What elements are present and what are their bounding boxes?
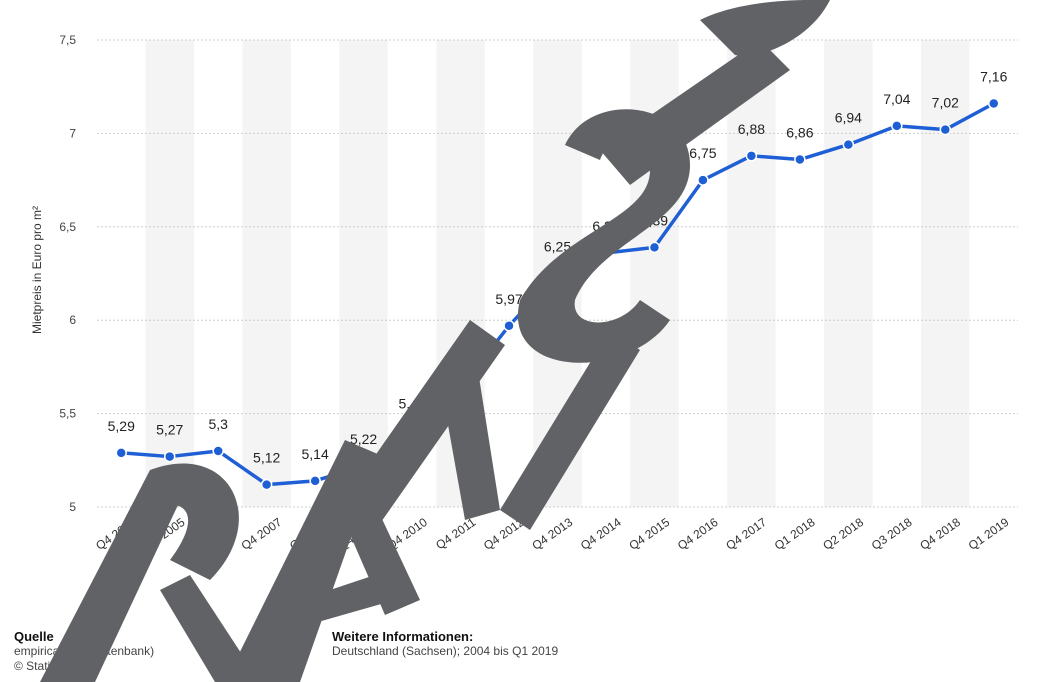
- info-block: Weitere Informationen: Deutschland (Sach…: [332, 629, 558, 659]
- column-band: [824, 40, 873, 507]
- source-block: Quelle empirica (Preisdatenbank) © Stati…: [14, 629, 154, 674]
- data-label: 6,39: [641, 212, 668, 228]
- x-tick-label: Q4 2018: [917, 515, 963, 553]
- x-tick-label: Q4 2004: [93, 515, 139, 553]
- column-band: [921, 40, 970, 507]
- data-point[interactable]: [842, 138, 855, 151]
- data-point[interactable]: [163, 450, 176, 463]
- data-label: 6,88: [738, 121, 765, 137]
- column-band: [436, 40, 485, 507]
- data-label: 5,14: [302, 446, 329, 462]
- source-text: empirica (Preisdatenbank): [14, 644, 155, 658]
- data-label: 5,64: [447, 352, 474, 368]
- x-tick-label: Q1 2019: [966, 515, 1012, 553]
- x-tick-label: Q4 2017: [723, 515, 769, 553]
- x-tick-label: Q3 2018: [869, 515, 915, 553]
- data-label: 5,27: [156, 422, 183, 438]
- y-tick-label: 6: [69, 313, 76, 327]
- data-label: 5,97: [495, 291, 522, 307]
- data-label: 5,29: [108, 418, 135, 434]
- x-tick-label: Q4 2015: [626, 515, 672, 553]
- column-band: [242, 40, 291, 507]
- source-heading: Quelle: [14, 629, 54, 644]
- copyright-text: © Statista 2022: [14, 659, 97, 673]
- y-tick-label: 7,5: [59, 33, 76, 47]
- data-label: 6,75: [689, 145, 716, 161]
- info-text: Deutschland (Sachsen); 2004 bis Q1 2019: [332, 644, 559, 658]
- data-label: 7,02: [932, 95, 959, 111]
- data-point[interactable]: [648, 241, 661, 254]
- data-point[interactable]: [891, 120, 903, 132]
- data-point[interactable]: [454, 381, 467, 394]
- x-tick-label: Q4 2005: [142, 515, 188, 553]
- x-tick-label: Q4 2009: [336, 515, 382, 553]
- y-axis-label: Mietpreis in Euro pro m²: [30, 206, 44, 334]
- data-point[interactable]: [551, 267, 564, 280]
- data-point[interactable]: [115, 447, 127, 459]
- data-label: 6,36: [592, 218, 619, 234]
- x-tick-label: Q4 2006: [190, 515, 236, 553]
- column-band: [145, 40, 194, 507]
- data-point[interactable]: [988, 97, 1000, 110]
- data-label: 5,12: [253, 450, 280, 466]
- data-label: 6,94: [835, 110, 862, 126]
- data-point[interactable]: [212, 445, 224, 457]
- y-tick-label: 7: [69, 126, 76, 140]
- data-point[interactable]: [600, 247, 612, 259]
- data-point[interactable]: [357, 460, 370, 472]
- x-tick-label: Q4 2008: [287, 515, 333, 553]
- y-tick-label: 5: [69, 500, 76, 514]
- column-band: [727, 40, 776, 507]
- data-point[interactable]: [260, 478, 273, 491]
- x-tick-label: Q4 2012: [481, 515, 527, 553]
- x-axis-ticks: Q4 2004 Q4 2005 Q4 2006 Q4 2007 Q4 2008 Q4 20…: [93, 515, 1012, 553]
- data-point[interactable]: [406, 424, 418, 437]
- column-band: [630, 40, 679, 507]
- data-point[interactable]: [309, 475, 321, 487]
- x-tick-label: Q4 2014: [578, 515, 624, 553]
- data-label: 6,25: [544, 239, 571, 255]
- data-point[interactable]: [503, 320, 515, 332]
- y-axis-ticks: 5 5,5 6 6,5 7 7,5: [59, 33, 76, 514]
- x-tick-label: Q4 2011: [433, 515, 478, 553]
- data-label: 5,3: [208, 416, 228, 432]
- y-tick-label: 6,5: [59, 220, 76, 234]
- info-heading: Weitere Informationen:: [332, 629, 474, 644]
- x-tick-label: Q1 2018: [772, 515, 818, 553]
- x-tick-label: Q4 2013: [529, 515, 575, 553]
- x-tick-label: Q2 2018: [820, 515, 866, 553]
- data-point[interactable]: [745, 150, 758, 162]
- data-label: 5,41: [398, 395, 425, 411]
- x-tick-label: Q4 2016: [675, 515, 721, 553]
- data-label: 5,22: [350, 431, 377, 447]
- y-tick-label: 5,5: [59, 407, 76, 421]
- data-label: 6,86: [786, 125, 813, 141]
- data-label: 7,04: [883, 91, 910, 107]
- data-point[interactable]: [794, 153, 806, 166]
- x-tick-label: Q4 2010: [384, 515, 430, 553]
- data-label: 7,16: [980, 69, 1007, 85]
- data-point[interactable]: [697, 174, 709, 186]
- data-point[interactable]: [939, 123, 952, 136]
- x-tick-label: Q4 2007: [239, 515, 285, 553]
